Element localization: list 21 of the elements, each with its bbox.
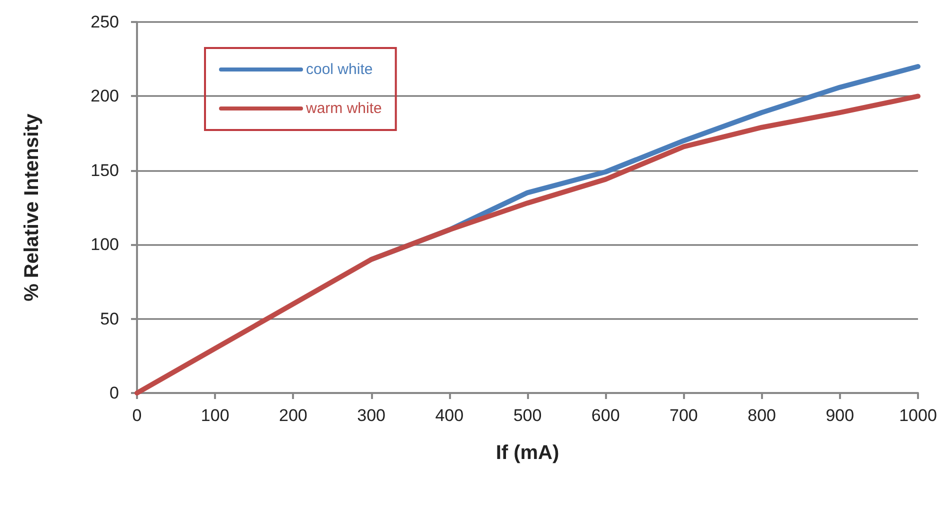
y-tick-label: 0: [110, 384, 119, 402]
x-tick-label: 900: [826, 406, 854, 425]
x-tick-label: 700: [670, 406, 698, 425]
x-tick-label: 100: [200, 406, 230, 425]
y-tick-label: 150: [90, 160, 119, 180]
x-tick-label: 800: [748, 406, 776, 425]
x-tick-label: 600: [591, 406, 620, 425]
x-tick-label: 200: [279, 406, 308, 425]
y-tick-label: 100: [90, 235, 119, 254]
x-tick-label: 300: [357, 406, 386, 425]
y-tick-label: 200: [90, 86, 119, 106]
x-tick-label: 0: [132, 406, 142, 425]
x-tick-label: 1000: [899, 406, 937, 425]
y-tick-label: 50: [100, 309, 119, 328]
y-tick-label: 250: [90, 12, 119, 32]
x-axis-title: If (mA): [496, 442, 560, 464]
y-axis-title: % Relative Intensity: [21, 112, 43, 302]
x-tick-label: 400: [435, 406, 464, 425]
text: warm white: [305, 100, 382, 117]
text: cool white: [306, 61, 373, 78]
x-tick-label: 500: [513, 406, 542, 425]
